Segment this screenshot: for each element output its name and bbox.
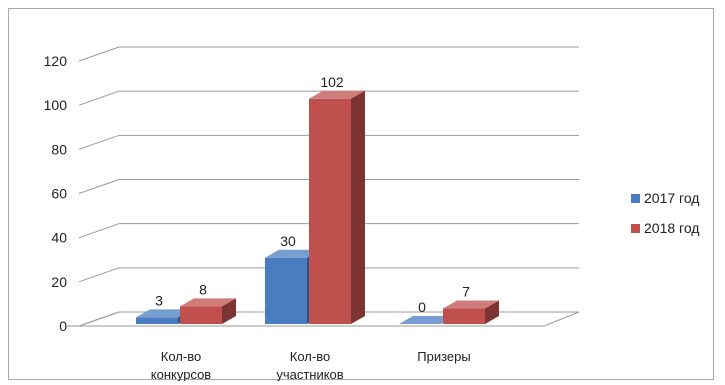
data-label: 8 <box>199 281 207 297</box>
data-label: 30 <box>280 233 296 249</box>
data-label: 0 <box>418 299 426 315</box>
legend-label-2018: 2018 год <box>644 220 700 236</box>
bar-top <box>265 249 321 258</box>
bar-side <box>485 300 499 324</box>
legend-item-2017: 2017 год <box>631 187 699 209</box>
bar-side <box>222 298 236 324</box>
gridline-side <box>78 267 120 283</box>
bar-front-2017год-1 <box>265 257 307 324</box>
y-tick-label: 0 <box>59 318 67 334</box>
bar-front-2018год-0 <box>180 306 222 324</box>
data-label: 102 <box>320 74 344 90</box>
data-label: 3 <box>155 292 163 308</box>
y-tick-label: 40 <box>51 230 67 246</box>
chart-floor <box>78 311 580 327</box>
y-tick-label: 20 <box>51 274 67 290</box>
gridline-side <box>78 134 120 150</box>
chart-frame: 0 20 40 60 80 100 120 3 8 Кол-во конкурсов 30 102 Кол… <box>8 8 714 381</box>
bar-top <box>309 90 365 99</box>
bar-side <box>351 90 365 324</box>
x-tick-label: конкурсов <box>151 367 212 381</box>
chart-legend: 2017 год 2018 год <box>631 187 699 247</box>
gridline-side <box>78 90 120 106</box>
bar-top <box>180 298 236 307</box>
gridline-side <box>78 179 120 194</box>
bar-chart: 0 20 40 60 80 100 120 3 8 Кол-во конкурсов 30 102 Кол… <box>44 46 580 381</box>
legend-label-2017: 2017 год <box>644 190 700 206</box>
bar-top <box>399 316 455 324</box>
legend-swatch-2017 <box>631 193 640 203</box>
x-tick-label: Призеры <box>417 349 470 364</box>
y-tick-label: 60 <box>51 186 67 202</box>
bar-front-2017год-0 <box>136 317 178 324</box>
bar-front-2018год-1 <box>309 98 351 324</box>
x-tick-label: участников <box>276 367 343 381</box>
y-tick-label: 80 <box>51 141 67 157</box>
gridline-side <box>78 223 120 239</box>
legend-swatch-2018 <box>631 223 640 233</box>
gridline-side <box>78 46 120 62</box>
bar-front-2018год-2 <box>443 308 485 324</box>
data-label: 7 <box>462 284 470 300</box>
x-tick-label: Кол-во <box>161 349 201 364</box>
x-tick-label: Кол-во <box>290 349 330 364</box>
legend-item-2018: 2018 год <box>631 217 699 239</box>
y-tick-label: 120 <box>44 53 68 69</box>
bar-top <box>136 309 192 318</box>
y-tick-label: 100 <box>44 97 68 113</box>
bar-top <box>443 300 499 309</box>
